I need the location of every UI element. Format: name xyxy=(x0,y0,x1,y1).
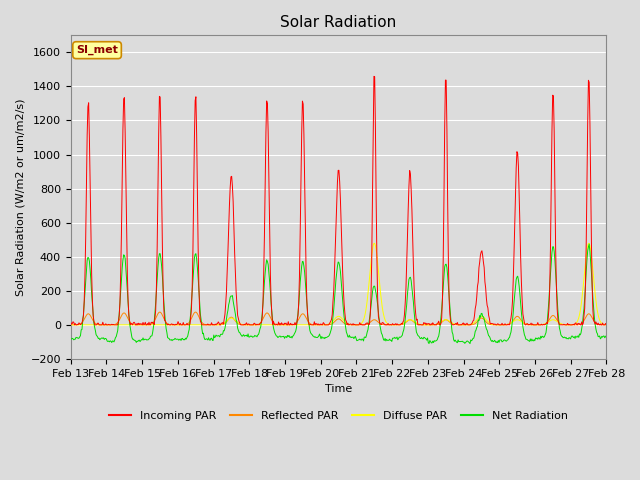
Text: SI_met: SI_met xyxy=(76,45,118,55)
Title: Solar Radiation: Solar Radiation xyxy=(280,15,397,30)
Legend: Incoming PAR, Reflected PAR, Diffuse PAR, Net Radiation: Incoming PAR, Reflected PAR, Diffuse PAR… xyxy=(105,407,572,425)
Y-axis label: Solar Radiation (W/m2 or um/m2/s): Solar Radiation (W/m2 or um/m2/s) xyxy=(15,98,25,296)
X-axis label: Time: Time xyxy=(325,384,352,394)
